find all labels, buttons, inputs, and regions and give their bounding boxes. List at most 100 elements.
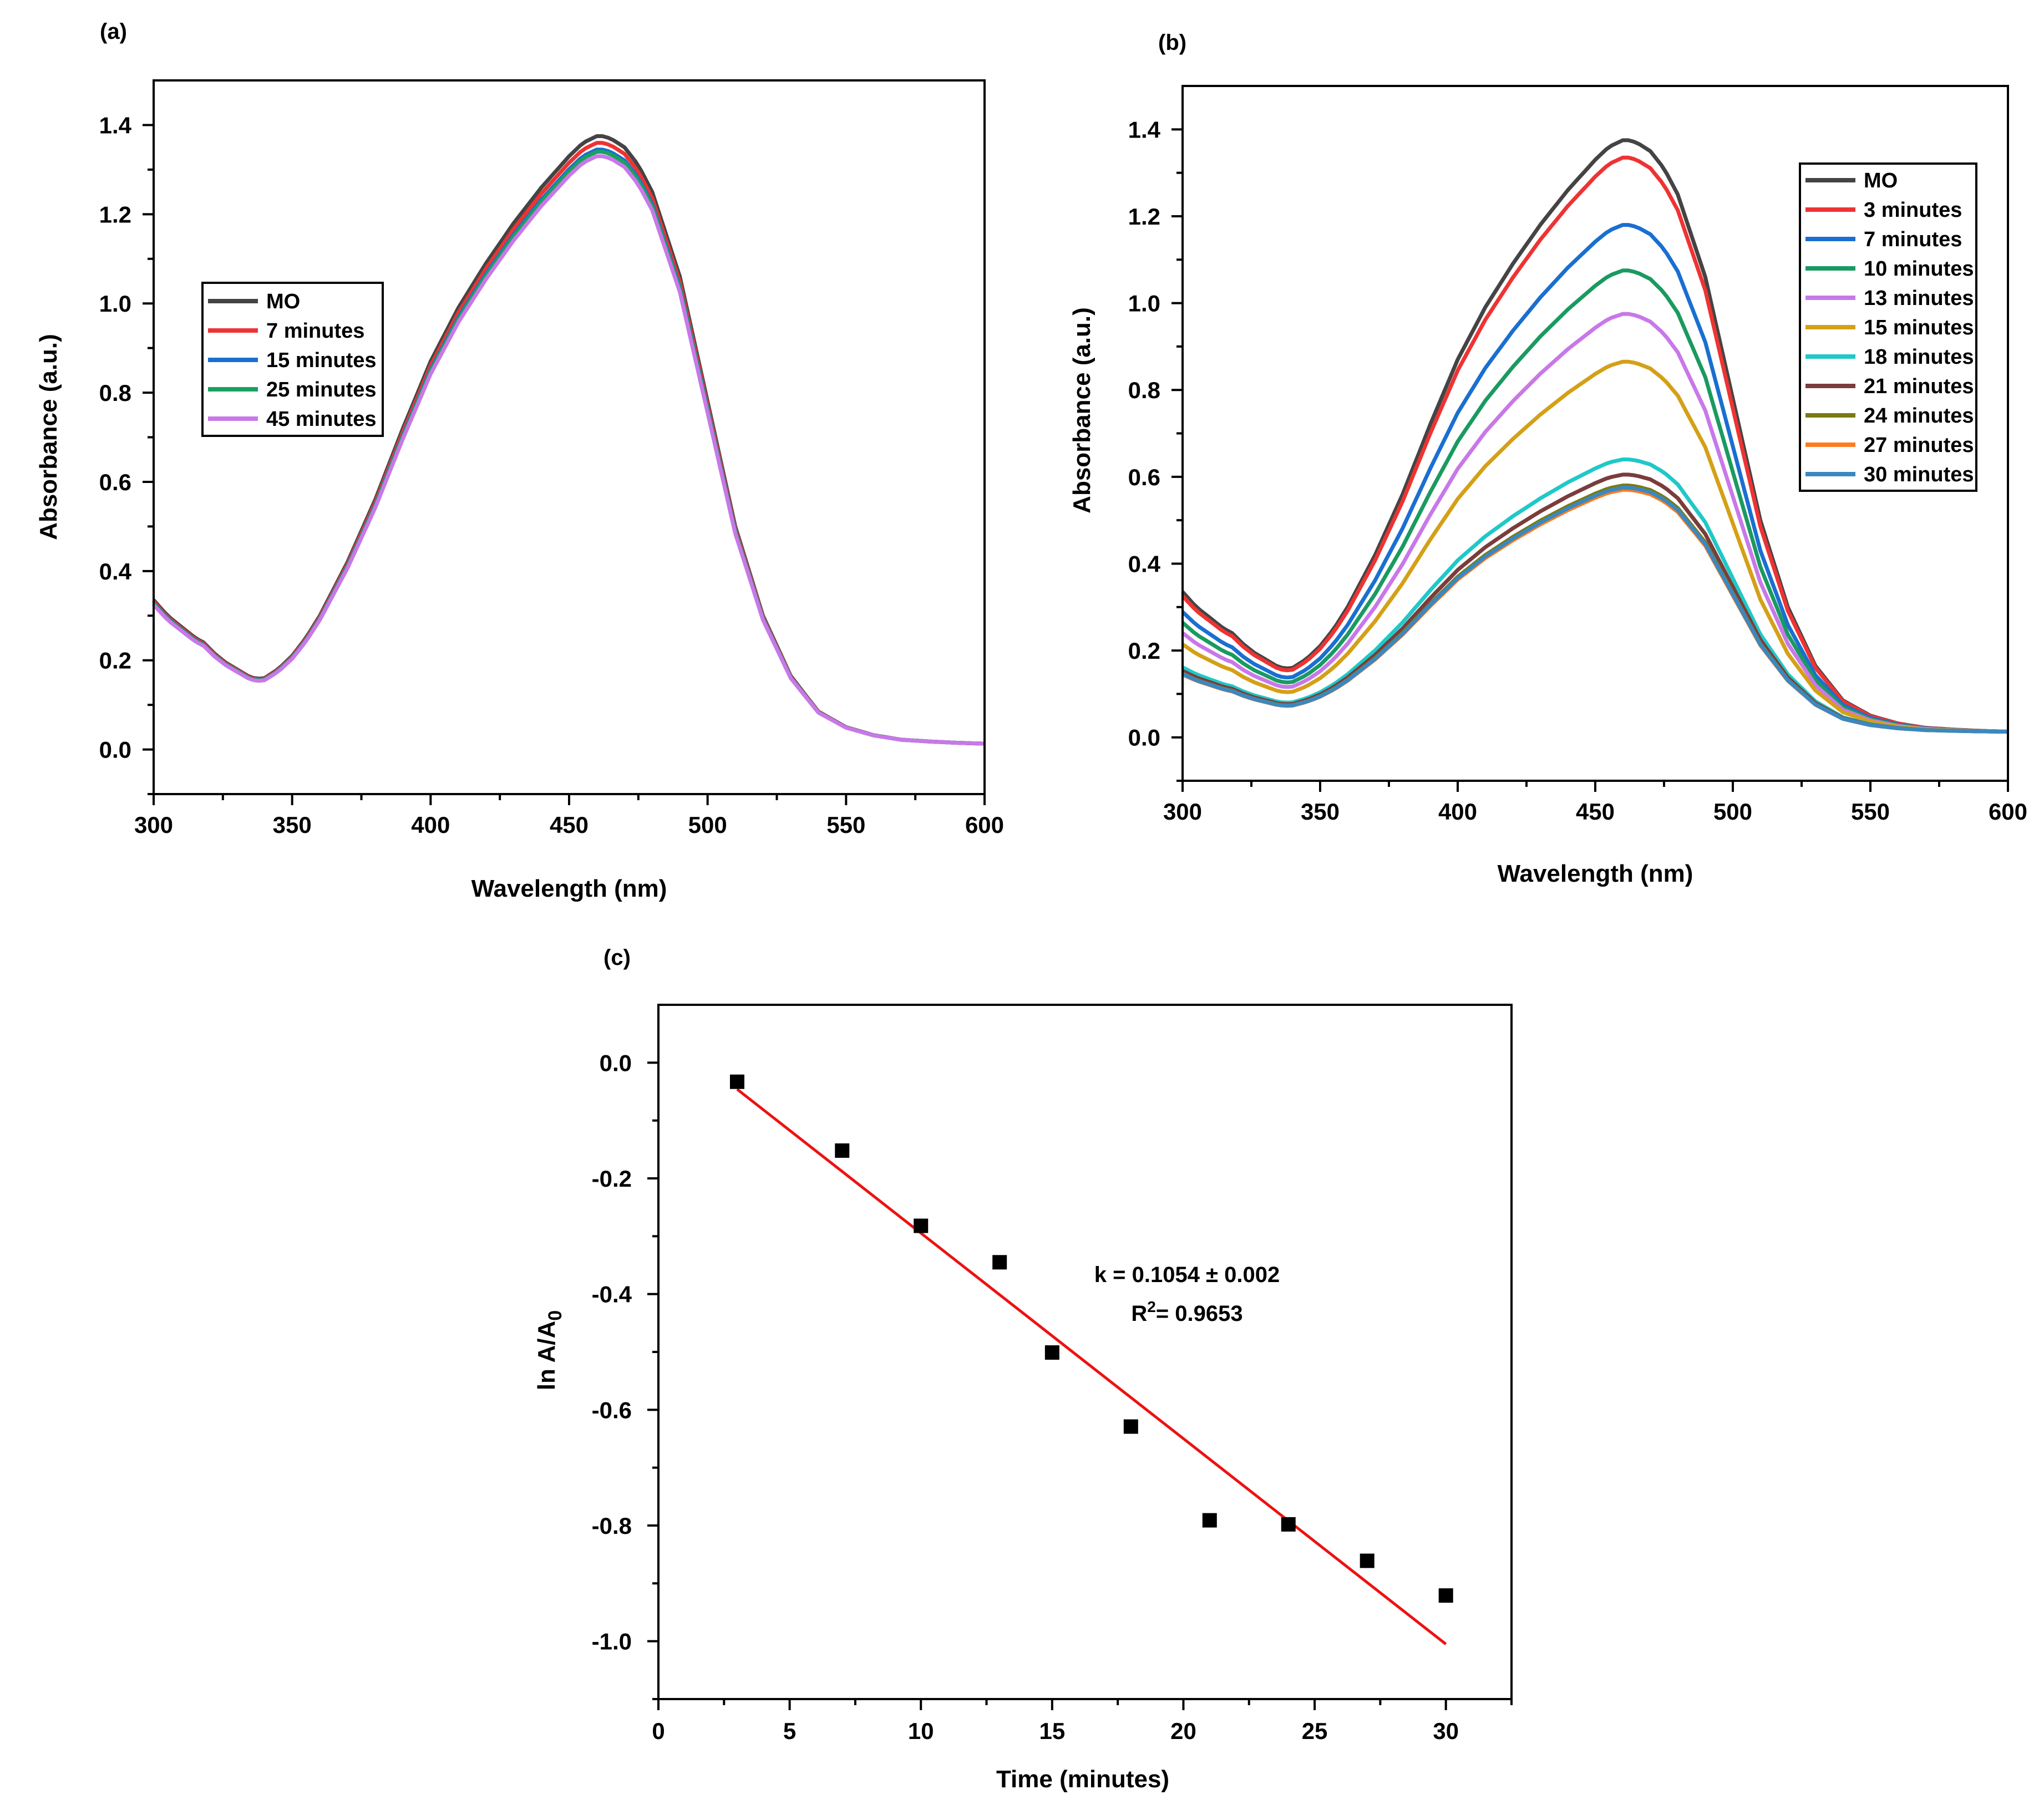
panel-b-curves: [1181, 138, 2009, 734]
panel-c-data-point: [1123, 1419, 1138, 1434]
panel-a-x-tick-label: 350: [273, 812, 312, 838]
panel-c-r-squared-prefix: R: [1131, 1301, 1147, 1326]
panel-b-legend-label: 30 minutes: [1864, 463, 1974, 486]
panel-b-x-ticks: 300 350 400 450 500 550 600: [1163, 781, 2027, 825]
panel-c-y-axis-title: ln A/A0: [533, 1310, 566, 1390]
panel-c-rate-constant-annotation: k = 0.1054 ± 0.002: [1094, 1263, 1280, 1287]
panel-c-y-tick-label: -1.0: [592, 1629, 632, 1655]
panel-a-y-tick-label: 0.8: [99, 380, 131, 406]
panel-a-series-line-3: [152, 150, 985, 746]
panel-c-r-squared-annotation: R2= 0.9653: [1131, 1298, 1242, 1326]
panel-b-series-line-9: [1181, 487, 2009, 734]
panel-b-y-tick-label: 1.4: [1128, 116, 1161, 143]
panel-c-y-tick-label: -0.8: [592, 1513, 632, 1539]
panel-b-y-tick-label: 0.6: [1128, 464, 1160, 490]
panel-b-legend-items: MO 3 minutes 7 minutes 10 minutes 13 minutes…: [1805, 169, 1974, 486]
panel-c-y-ticks: 0.0 -0.2 -0.4 -0.6 -0.8 -1.0: [592, 1050, 658, 1700]
panel-b-legend-label: 3 minutes: [1864, 199, 1962, 222]
panel-c-data-point: [992, 1255, 1007, 1270]
panel-a-legend-label: 25 minutes: [266, 378, 377, 401]
panel-b-x-tick-label: 350: [1301, 799, 1340, 825]
panel-a-label: (a): [100, 19, 127, 44]
panel-a-series-line-4: [152, 154, 985, 746]
panel-c-data-point: [1360, 1553, 1374, 1568]
panel-a-plot-frame: [153, 79, 986, 795]
panel-a-curves: [152, 134, 985, 746]
panel-b-x-tick-label: 400: [1438, 799, 1477, 825]
panel-c-x-tick-label: 0: [652, 1718, 665, 1744]
panel-a-x-tick-label: 450: [550, 812, 589, 838]
panel-c-y-tick-label: -0.2: [592, 1166, 632, 1192]
panel-b-legend-label: 21 minutes: [1864, 375, 1974, 398]
panel-b-legend-label: 15 minutes: [1864, 316, 1974, 339]
panel-a-y-tick-label: 0.4: [99, 558, 132, 584]
panel-c-x-tick-label: 5: [783, 1718, 796, 1744]
panel-a-legend-label: 15 minutes: [266, 349, 377, 372]
panel-b-series-line-8: [1181, 484, 2009, 734]
panel-c-points: [729, 1074, 1453, 1603]
panel-b-legend-label: 10 minutes: [1864, 257, 1974, 281]
panel-a-legend: MO 7 minutes 15 minutes 25 minutes 45 minute…: [201, 282, 384, 437]
panel-c-x-ticks: 0 5 10 15 20 25 30: [652, 1699, 1513, 1744]
panel-c-x-tick-label: 15: [1039, 1718, 1065, 1744]
panel-a-y-ticks: 0.0 0.2 0.4 0.6 0.8 1.0 1.2 1.4: [99, 112, 154, 795]
panel-a-y-axis-title: Absorbance (a.u.): [35, 334, 62, 540]
panel-b-series-line-10: [1181, 485, 2009, 734]
panel-a-x-axis-title: Wavelength (nm): [471, 875, 667, 902]
panel-a-legend-label: MO: [266, 290, 300, 313]
panel-a-x-tick-label: 500: [688, 812, 727, 838]
panel-b-series-line-6: [1181, 457, 2009, 734]
panel-c-y-tick-label: -0.6: [592, 1397, 632, 1423]
panel-b-x-tick-label: 500: [1713, 799, 1752, 825]
panel-a-legend-label: 7 minutes: [266, 319, 364, 343]
panel-b-x-tick-label: 600: [1989, 799, 2027, 825]
panel-b-y-axis-title: Absorbance (a.u.): [1068, 307, 1095, 513]
panel-c-x-tick-label: 10: [908, 1718, 934, 1744]
panel-c-data-point: [835, 1143, 850, 1158]
panel-a-legend-items: MO 7 minutes 15 minutes 25 minutes 45 minute…: [208, 290, 377, 431]
panel-a-x-tick-label: 300: [134, 812, 173, 838]
panel-b-y-ticks: 0.0 0.2 0.4 0.6 0.8 1.0 1.2 1.4: [1128, 116, 1183, 782]
panel-b-y-tick-label: 0.2: [1128, 638, 1160, 664]
panel-b-x-tick-label: 300: [1163, 799, 1202, 825]
panel-a-y-tick-label: 0.2: [99, 648, 131, 674]
panel-a-y-tick-label: 1.4: [99, 112, 132, 138]
panel-a-y-tick-label: 0.0: [99, 737, 131, 763]
panel-c-r-squared-value: = 0.9653: [1156, 1301, 1243, 1326]
panel-a-x-ticks: 300 350 400 450 500 550 600: [134, 794, 1004, 838]
panel-b-legend-label: MO: [1864, 169, 1898, 192]
panel-c-data-point: [1281, 1517, 1296, 1532]
panel-c-y-tick-label: -0.4: [592, 1282, 632, 1308]
panel-b-y-tick-label: 1.2: [1128, 204, 1160, 230]
panel-c-y-tick-label: 0.0: [600, 1050, 632, 1076]
panel-c-y-axis-title-subscript: 0: [545, 1310, 566, 1321]
panel-b-y-tick-label: 0.0: [1128, 725, 1160, 751]
panel-b-series-line-7: [1181, 472, 2009, 734]
panel-c-r-squared-superscript: 2: [1147, 1298, 1156, 1315]
panel-c-x-tick-label: 30: [1433, 1718, 1459, 1744]
panel-c-data-point: [914, 1218, 929, 1233]
panel-c-data-point: [729, 1074, 744, 1089]
panel-b-y-tick-label: 0.4: [1128, 551, 1161, 577]
panel-b-legend-label: 13 minutes: [1864, 287, 1974, 310]
panel-a-series-line-2: [152, 148, 985, 746]
panel-c-label: (c): [603, 945, 631, 970]
panel-b-legend: MO 3 minutes 7 minutes 10 minutes 13 minutes…: [1799, 162, 1977, 492]
panel-a-x-tick-label: 400: [411, 812, 450, 838]
panel-b-label: (b): [1158, 30, 1186, 55]
panel-b-y-tick-label: 0.8: [1128, 377, 1160, 403]
panel-c-data-point: [1438, 1588, 1453, 1603]
panel-c-x-tick-label: 25: [1302, 1718, 1328, 1744]
panel-a-series-line-1: [152, 141, 985, 746]
panel-b-series-line-5: [1181, 359, 2009, 734]
panel-b-x-axis-title: Wavelength (nm): [1498, 860, 1693, 887]
panel-a-legend-label: 45 minutes: [266, 408, 377, 431]
panel-a: (a) 300 350 400 450 500 550 600 0.00.20.40.60.…: [35, 19, 1004, 902]
panel-a-y-tick-label: 1.0: [99, 291, 131, 317]
panel-c-y-axis-title-text: ln A/A0: [533, 1310, 566, 1390]
panel-a-series-line-0: [152, 134, 985, 746]
panel-b-legend-label: 27 minutes: [1864, 434, 1974, 457]
panel-b-y-tick-label: 1.0: [1128, 291, 1160, 317]
panel-b-x-tick-label: 450: [1576, 799, 1615, 825]
